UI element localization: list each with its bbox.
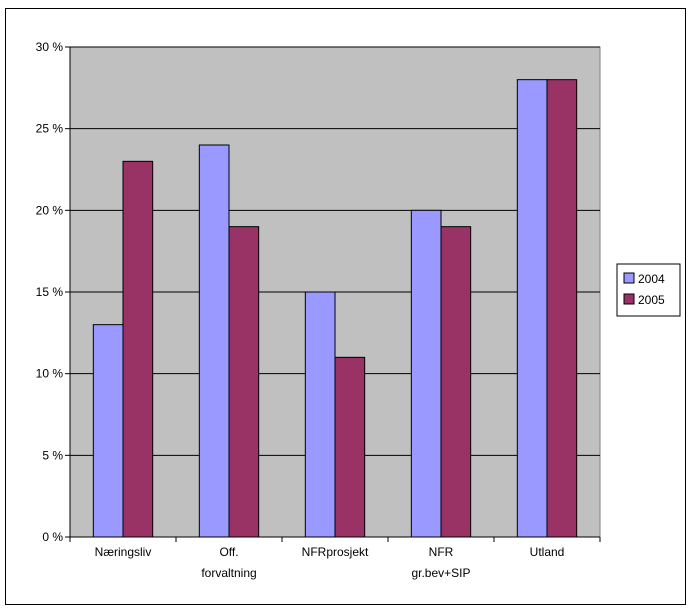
bar-2005-2 <box>334 356 366 538</box>
axis-labels: 0 % 5 % 10 % 15 % 20 % 25 % 30 % Næringsliv Off.… <box>36 40 565 580</box>
y-tick-label: 20 % <box>36 203 64 217</box>
legend-label-2005: 2005 <box>638 293 665 307</box>
x-category-label-line: NFR <box>429 545 454 559</box>
y-tick-label: 15 % <box>36 285 64 299</box>
x-category-label-line: forvaltning <box>201 566 256 580</box>
x-category-label-line: gr.bev+SIP <box>411 566 470 580</box>
bar-2005-0 <box>122 160 154 538</box>
bar-2004-1 <box>198 144 230 538</box>
bar-2004-4 <box>516 79 548 538</box>
legend-swatch-2004 <box>623 272 635 284</box>
bar-2004-3 <box>410 209 442 538</box>
x-category-label: NFRprosjekt <box>302 545 369 559</box>
plot-area <box>65 46 601 542</box>
x-category-label-line: NFRprosjekt <box>302 545 369 559</box>
x-category-label: Off. forvaltning <box>201 545 256 580</box>
bar-2004-2 <box>304 291 336 538</box>
legend-swatch-2005 <box>623 293 635 305</box>
x-category-label-line: Utland <box>530 545 565 559</box>
y-tick-label: 25 % <box>36 122 64 136</box>
y-tick-label: 30 % <box>36 40 64 54</box>
x-category-label: NFR gr.bev+SIP <box>411 545 470 580</box>
x-category-label-line: Næringsliv <box>95 545 152 559</box>
legend: 2004 2005 <box>616 263 681 317</box>
x-category-label: Utland <box>530 545 565 559</box>
bar-2005-4 <box>546 79 578 538</box>
y-tick-label: 5 % <box>42 448 63 462</box>
legend-label-2004: 2004 <box>638 272 665 286</box>
bar-2004-0 <box>92 324 124 538</box>
y-tick-label: 0 % <box>42 530 63 544</box>
x-category-label-line: Off. <box>219 545 238 559</box>
x-category-label: Næringsliv <box>95 545 152 559</box>
bar-2005-1 <box>228 226 260 538</box>
y-tick-label: 10 % <box>36 367 64 381</box>
bar-2005-3 <box>440 226 472 538</box>
